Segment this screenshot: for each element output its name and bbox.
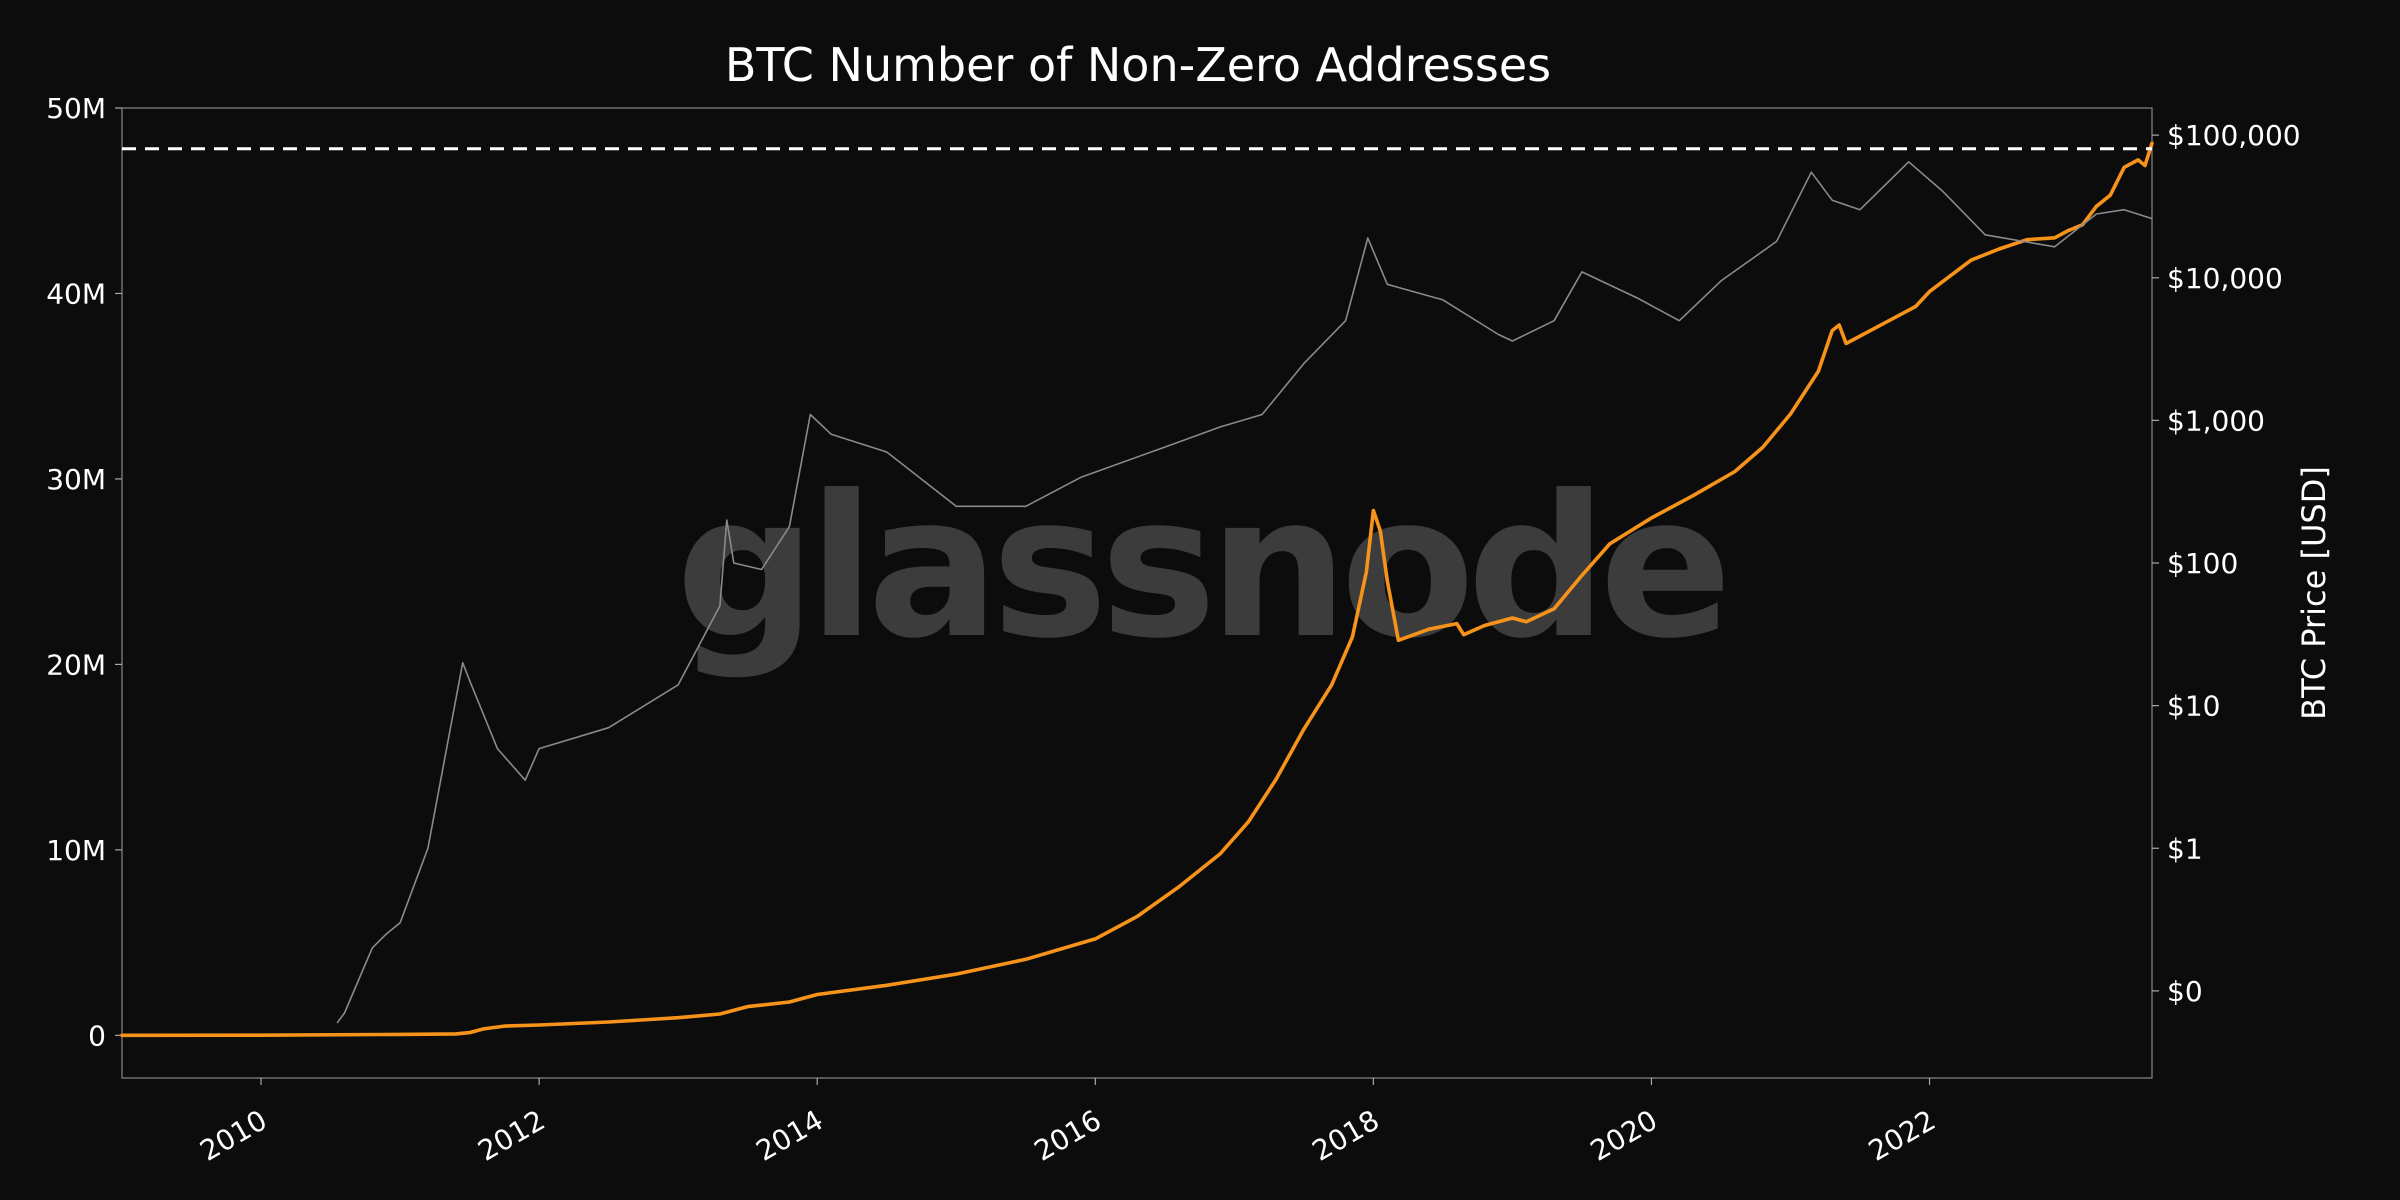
- watermark-logo: glassnode: [676, 454, 1725, 682]
- plot-area-frame: [121, 107, 2153, 1079]
- y2-tick-label: $100,000: [2167, 119, 2301, 152]
- y2-tick-label: $10,000: [2167, 262, 2283, 295]
- y-tick-label: 10M: [46, 834, 106, 867]
- btc-price-line: [336, 161, 2153, 1024]
- y-tick-label: 0: [88, 1019, 106, 1052]
- non-zero-addresses-line: [120, 141, 2154, 1038]
- y2-tick-label: $0: [2167, 975, 2203, 1008]
- y2-axis-label: BTC Price [USD]: [2295, 466, 2333, 720]
- y2-tick-label: $1,000: [2167, 404, 2265, 437]
- y-axis-right: $0 $1 $10 $100 $1,000 $10,000 $100,000: [2152, 119, 2301, 1008]
- y2-tick-label: $100: [2167, 547, 2238, 580]
- y2-tick-label: $1: [2167, 832, 2203, 865]
- y-tick-label: 20M: [46, 648, 106, 681]
- chart-title: BTC Number of Non-Zero Addresses: [725, 38, 1551, 92]
- series-layer: [120, 141, 2154, 1038]
- y-tick-label: 50M: [46, 92, 106, 125]
- y2-tick-label: $10: [2167, 690, 2220, 723]
- y-tick-label: 30M: [46, 463, 106, 496]
- y-axis-left: 0 10M 20M 30M 40M 50M: [46, 92, 122, 1052]
- y-tick-label: 40M: [46, 277, 106, 310]
